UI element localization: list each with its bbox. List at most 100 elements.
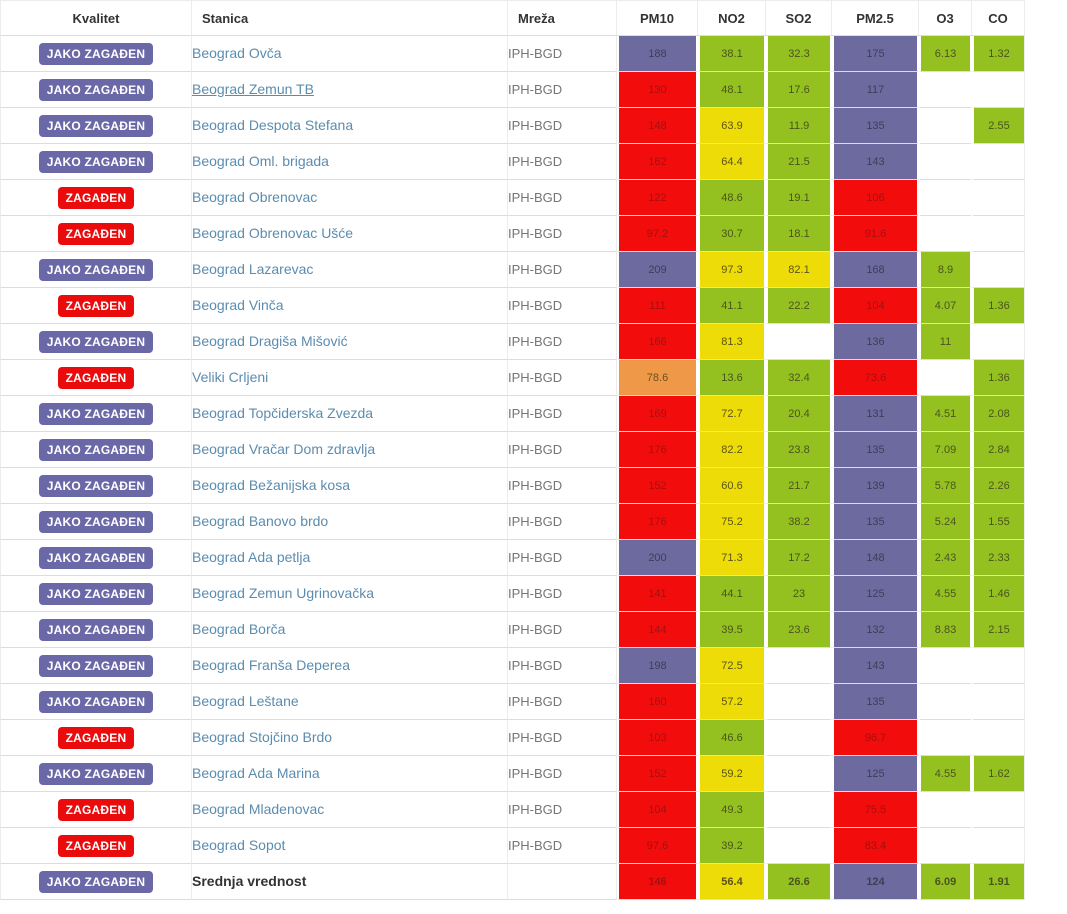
no2-value-cell: 72.5	[698, 648, 766, 684]
table-row: JAKO ZAGAĐEN Beograd Ada petlja IPH-BGD …	[0, 540, 1025, 576]
no2-value-cell: 97.3	[698, 252, 766, 288]
station-cell: Beograd Vinča	[192, 288, 508, 324]
network-cell: IPH-BGD	[508, 72, 617, 108]
so2-value-cell: 23.6	[766, 612, 832, 648]
pm25-value-cell: 91.6	[832, 216, 919, 252]
no2-value-cell: 41.1	[698, 288, 766, 324]
station-link[interactable]: Beograd Topčiderska Zvezda	[192, 404, 374, 421]
o3-value-cell: 4.55	[919, 756, 972, 792]
so2-value-cell: 23.8	[766, 432, 832, 468]
station-link[interactable]: Beograd Bežanijska kosa	[192, 476, 350, 493]
quality-cell: JAKO ZAGAĐEN	[0, 72, 192, 108]
station-link[interactable]: Beograd Zemun Ugrinovačka	[192, 584, 375, 601]
no2-value-cell: 72.7	[698, 396, 766, 432]
quality-badge: JAKO ZAGAĐEN	[38, 438, 154, 461]
station-link[interactable]: Beograd Zemun TB	[192, 80, 314, 97]
network-cell	[508, 864, 617, 900]
o3-value-cell	[919, 648, 972, 684]
station-link[interactable]: Beograd Vinča	[192, 296, 284, 313]
quality-badge: JAKO ZAGAĐEN	[38, 690, 154, 713]
station-cell: Beograd Bežanijska kosa	[192, 468, 508, 504]
pm25-value-cell: 135	[832, 504, 919, 540]
station-cell: Beograd Oml. brigada	[192, 144, 508, 180]
co-value-cell	[972, 252, 1025, 288]
station-link[interactable]: Beograd Despota Stefana	[192, 116, 354, 133]
o3-value-cell: 4.51	[919, 396, 972, 432]
o3-value-cell: 11	[919, 324, 972, 360]
station-link[interactable]: Beograd Franša Deperea	[192, 656, 350, 673]
network-cell: IPH-BGD	[508, 468, 617, 504]
o3-value-cell	[919, 180, 972, 216]
quality-cell: JAKO ZAGAĐEN	[0, 864, 192, 900]
so2-value-cell: 21.5	[766, 144, 832, 180]
station-link[interactable]: Beograd Obrenovac	[192, 188, 318, 205]
no2-value-cell: 56.4	[698, 864, 766, 900]
table-row: ZAGAĐEN Beograd Vinča IPH-BGD 111 41.1 2…	[0, 288, 1025, 324]
quality-cell: JAKO ZAGAĐEN	[0, 108, 192, 144]
quality-cell: JAKO ZAGAĐEN	[0, 144, 192, 180]
pm10-value-cell: 146	[617, 864, 698, 900]
so2-value-cell	[766, 756, 832, 792]
pm25-value-cell: 73.6	[832, 360, 919, 396]
station-link[interactable]: Beograd Ada petlja	[192, 548, 311, 565]
table-row: ZAGAĐEN Veliki Crljeni IPH-BGD 78.6 13.6…	[0, 360, 1025, 396]
station-cell: Beograd Franša Deperea	[192, 648, 508, 684]
pm10-value-cell: 176	[617, 432, 698, 468]
station-link[interactable]: Beograd Banovo brdo	[192, 512, 329, 529]
so2-value-cell	[766, 684, 832, 720]
station-link[interactable]: Beograd Lazarevac	[192, 260, 314, 277]
so2-value-cell: 18.1	[766, 216, 832, 252]
station-link[interactable]: Beograd Leštane	[192, 692, 299, 709]
o3-value-cell: 8.83	[919, 612, 972, 648]
co-value-cell	[972, 648, 1025, 684]
station-link[interactable]: Beograd Obrenovac Ušće	[192, 224, 354, 241]
co-value-cell: 2.55	[972, 108, 1025, 144]
station-link[interactable]: Beograd Sopot	[192, 836, 286, 853]
no2-value-cell: 44.1	[698, 576, 766, 612]
quality-badge: JAKO ZAGAĐEN	[38, 870, 154, 893]
network-cell: IPH-BGD	[508, 144, 617, 180]
station-link[interactable]: Veliki Crljeni	[192, 368, 269, 385]
pm10-value-cell: 200	[617, 540, 698, 576]
summary-label: Srednja vrednost	[192, 872, 307, 889]
pm25-value-cell: 143	[832, 144, 919, 180]
quality-badge: JAKO ZAGAĐEN	[38, 510, 154, 533]
so2-value-cell: 26.6	[766, 864, 832, 900]
station-link[interactable]: Beograd Mladenovac	[192, 800, 325, 817]
station-link[interactable]: Beograd Stojčino Brdo	[192, 728, 333, 745]
quality-cell: JAKO ZAGAĐEN	[0, 468, 192, 504]
station-cell: Beograd Borča	[192, 612, 508, 648]
so2-value-cell: 82.1	[766, 252, 832, 288]
column-header-o3: O3	[919, 0, 972, 36]
pm25-value-cell: 132	[832, 612, 919, 648]
station-link[interactable]: Beograd Borča	[192, 620, 286, 637]
pm10-value-cell: 198	[617, 648, 698, 684]
so2-value-cell	[766, 324, 832, 360]
column-header-pm25: PM2.5	[832, 0, 919, 36]
pm25-value-cell: 175	[832, 36, 919, 72]
quality-badge: JAKO ZAGAĐEN	[38, 582, 154, 605]
o3-value-cell: 6.09	[919, 864, 972, 900]
station-link[interactable]: Beograd Ovča	[192, 44, 282, 61]
o3-value-cell	[919, 72, 972, 108]
so2-value-cell: 23	[766, 576, 832, 612]
pm10-value-cell: 162	[617, 144, 698, 180]
network-cell: IPH-BGD	[508, 288, 617, 324]
station-link[interactable]: Beograd Dragiša Mišović	[192, 332, 348, 349]
no2-value-cell: 75.2	[698, 504, 766, 540]
column-header-so2: SO2	[766, 0, 832, 36]
station-link[interactable]: Beograd Oml. brigada	[192, 152, 329, 169]
station-link[interactable]: Beograd Vračar Dom zdravlja	[192, 440, 376, 457]
table-row: JAKO ZAGAĐEN Beograd Vračar Dom zdravlja…	[0, 432, 1025, 468]
pm25-value-cell: 136	[832, 324, 919, 360]
station-link[interactable]: Beograd Ada Marina	[192, 764, 320, 781]
network-cell: IPH-BGD	[508, 612, 617, 648]
table-row: JAKO ZAGAĐEN Beograd Despota Stefana IPH…	[0, 108, 1025, 144]
o3-value-cell: 7.09	[919, 432, 972, 468]
quality-cell: JAKO ZAGAĐEN	[0, 324, 192, 360]
column-header-kvalitet: Kvalitet	[0, 0, 192, 36]
quality-cell: ZAGAĐEN	[0, 720, 192, 756]
station-cell: Beograd Ada petlja	[192, 540, 508, 576]
pm10-value-cell: 122	[617, 180, 698, 216]
